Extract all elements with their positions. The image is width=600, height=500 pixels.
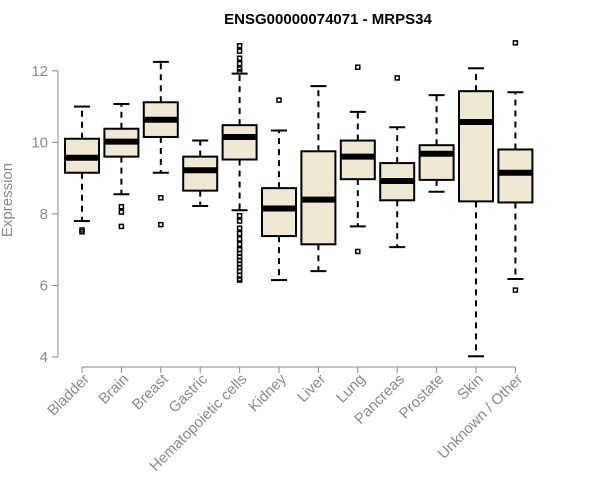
box-kidney xyxy=(261,97,297,282)
x-tick-label: Bladder xyxy=(44,371,93,420)
outlier-point xyxy=(118,209,125,215)
y-tick-label: 6 xyxy=(40,277,48,294)
iqr-box xyxy=(182,155,219,192)
iqr-box xyxy=(221,124,258,161)
outlier-point xyxy=(276,97,282,103)
outlier-point xyxy=(236,55,243,62)
chart-title: ENSG00000074071 - MRPS34 xyxy=(224,11,432,28)
outlier-point xyxy=(236,230,243,237)
outlier-point xyxy=(512,40,519,46)
outlier-point xyxy=(236,236,243,242)
y-axis-label: Expression xyxy=(0,163,16,237)
box-group xyxy=(64,40,534,358)
y-tick-label: 4 xyxy=(40,349,48,366)
box-skin xyxy=(458,67,494,358)
outlier-point xyxy=(236,212,243,219)
x-tick-label: Kidney xyxy=(245,370,290,415)
x-tick-label: Liver xyxy=(294,371,329,406)
outlier-point xyxy=(355,248,361,255)
box-gastric xyxy=(182,139,219,208)
iqr-box xyxy=(418,144,455,181)
outlier-point xyxy=(236,218,243,224)
outlier-point xyxy=(512,287,519,293)
outlier-point xyxy=(236,225,243,231)
iqr-box xyxy=(339,139,376,181)
box-lung xyxy=(339,64,376,255)
outlier-point xyxy=(118,223,125,230)
outlier-point xyxy=(355,64,361,70)
y-tick-label: 10 xyxy=(31,134,48,151)
x-tick-label: Lung xyxy=(333,371,369,407)
outlier-point xyxy=(236,268,243,274)
box-brain xyxy=(103,103,140,230)
y-tick-label: 8 xyxy=(40,206,48,223)
box-pancreas xyxy=(379,75,416,249)
box-hematopoietic-cells xyxy=(221,42,258,283)
box-bladder xyxy=(64,105,100,235)
outlier-point xyxy=(118,203,125,210)
outlier-point xyxy=(158,195,164,201)
iqr-box xyxy=(497,148,534,204)
outlier-point xyxy=(79,229,85,235)
x-tick-label: Breast xyxy=(129,370,172,413)
outlier-point xyxy=(236,66,243,72)
outlier-point xyxy=(236,241,243,248)
x-tick-label: Brain xyxy=(95,371,132,408)
outlier-point xyxy=(158,221,164,228)
outlier-point xyxy=(236,60,243,67)
y-tick-label: 12 xyxy=(31,63,48,80)
box-breast xyxy=(142,60,179,228)
y-axis: 4 6 8 10 12 xyxy=(31,63,59,366)
box-unknown-other xyxy=(497,40,534,293)
box-prostate xyxy=(418,94,455,193)
x-tick-label: Skin xyxy=(454,371,487,404)
iqr-box xyxy=(458,90,494,203)
outlier-point xyxy=(394,75,400,81)
iqr-box xyxy=(261,187,297,238)
outlier-point xyxy=(236,69,243,75)
box-liver xyxy=(300,85,337,273)
outlier-point xyxy=(236,48,243,54)
outlier-point xyxy=(236,277,243,283)
outlier-point xyxy=(236,42,243,49)
